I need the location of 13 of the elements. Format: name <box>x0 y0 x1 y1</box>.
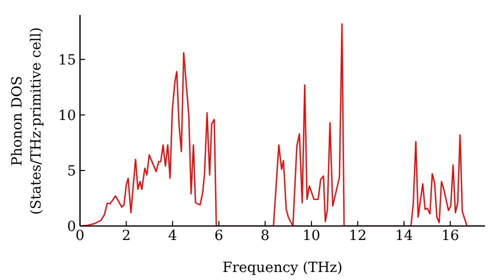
x-tick-label: 8 <box>260 228 270 244</box>
x-tick-label: 6 <box>214 228 224 244</box>
x-tick-label: 12 <box>348 228 367 244</box>
y-tick-label: 15 <box>58 52 76 68</box>
x-axis-title: Frequency (THz) <box>222 260 343 276</box>
y-axis-title: Phonon DOS (States/THz·primitive cell) <box>9 26 46 214</box>
x-tick-label: 10 <box>302 228 320 244</box>
x-tick-label: 4 <box>168 228 178 244</box>
x-tick-label: 16 <box>441 228 460 244</box>
y-tick-label: 10 <box>58 108 76 124</box>
x-tick-label: 2 <box>122 228 131 244</box>
y-tick-label: 5 <box>67 163 76 180</box>
x-tick-label: 14 <box>395 228 413 244</box>
